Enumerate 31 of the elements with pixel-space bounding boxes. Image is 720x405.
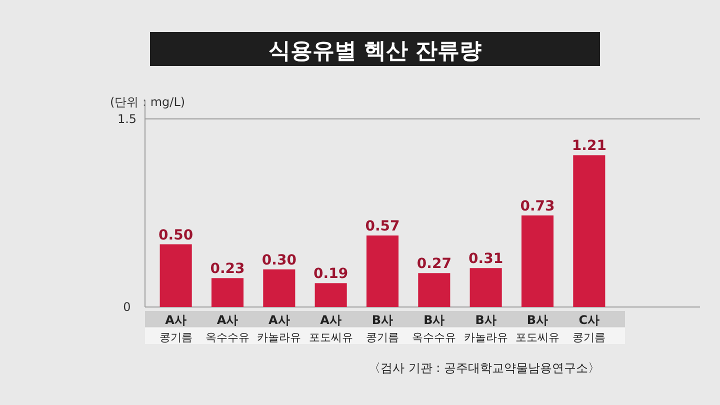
bar bbox=[573, 155, 606, 307]
chart-title: 식용유별 헥산 잔류량 bbox=[268, 39, 482, 64]
bar bbox=[521, 215, 554, 307]
x-tick-label: B사 옥수수유 bbox=[412, 313, 456, 344]
text: 〈검사 기관 : 공주대학교약물남용연구소〉 bbox=[368, 361, 600, 375]
data-label: 0.23 bbox=[210, 261, 245, 278]
x-tick-label: C사 콩기름 bbox=[572, 313, 606, 344]
x-tick-label: A사 카놀라유 bbox=[257, 313, 302, 344]
data-label: 0.57 bbox=[365, 218, 400, 234]
x-tick-label: B사 포도씨유 bbox=[516, 313, 560, 344]
data-label: 0.73 bbox=[520, 198, 555, 214]
x-tick-label: A사 옥수수유 bbox=[206, 313, 250, 344]
data-label: 0.50 bbox=[158, 227, 194, 244]
bar bbox=[263, 269, 296, 307]
bar bbox=[211, 278, 244, 307]
bar bbox=[314, 283, 347, 307]
y-tick-label: 1.5 bbox=[117, 112, 137, 126]
x-tick-label: B사 콩기름 bbox=[366, 313, 399, 344]
y-tick-label: 0 bbox=[123, 300, 131, 314]
bar bbox=[366, 235, 399, 307]
bar bbox=[418, 273, 450, 307]
data-label: 1.21 bbox=[572, 138, 606, 154]
data-label: 0.19 bbox=[314, 266, 348, 282]
x-tick-label: A사 콩기름 bbox=[159, 313, 192, 344]
x-tick-label: A사 포도씨유 bbox=[308, 313, 353, 344]
data-label: 0.30 bbox=[262, 252, 297, 268]
bar bbox=[470, 268, 502, 307]
x-tick-label: B사 카놀라유 bbox=[464, 313, 508, 344]
data-label: 0.27 bbox=[416, 256, 452, 272]
data-label: 0.31 bbox=[468, 251, 504, 268]
bar bbox=[160, 244, 192, 307]
